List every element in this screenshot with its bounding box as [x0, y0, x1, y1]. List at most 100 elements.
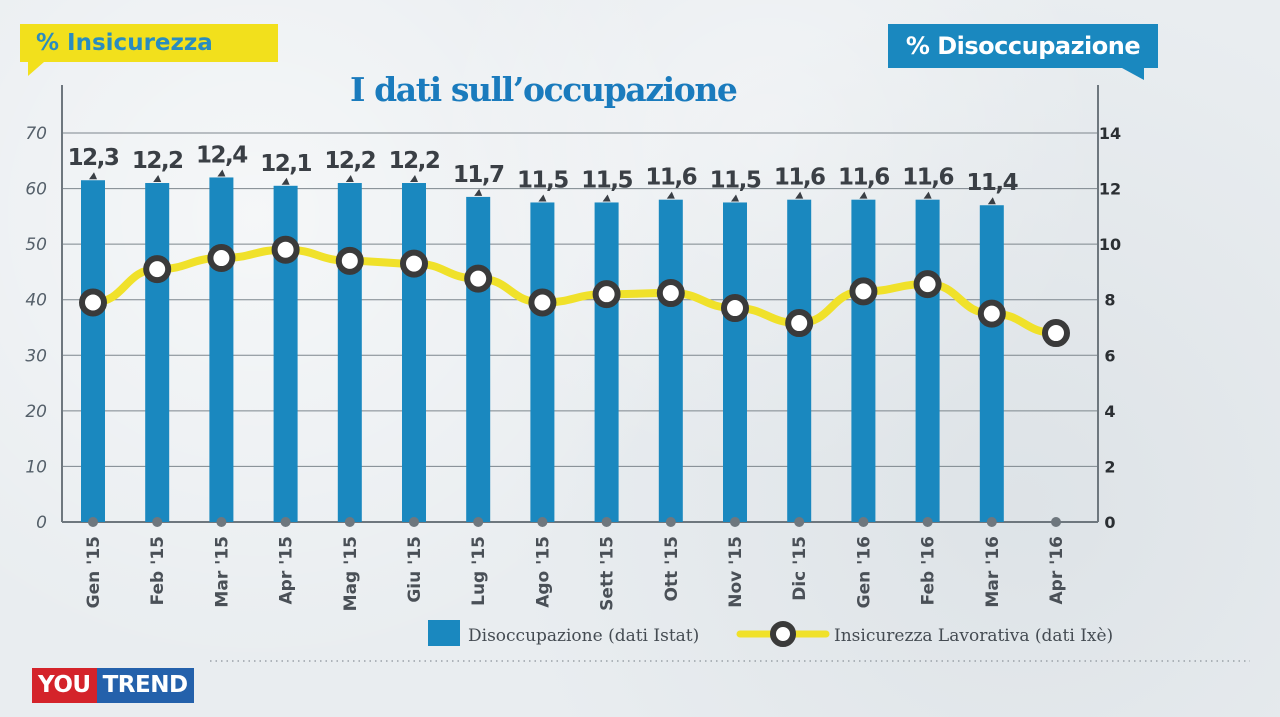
line-point-marker [271, 235, 300, 264]
line-point-marker [721, 294, 749, 323]
value-label-pointer [795, 191, 804, 199]
value-label-pointer [345, 175, 354, 183]
x-axis-tick-dot [280, 517, 291, 527]
line-point-marker [464, 264, 493, 293]
left-axis-tick-label: 50 [25, 235, 47, 255]
value-label-pointer [923, 191, 932, 199]
bar [787, 199, 812, 522]
category-label: Mar '16 [983, 536, 1003, 608]
category-label: Mag '15 [341, 536, 361, 611]
bar-series-disoccupazione [81, 177, 1004, 523]
category-label: Lug '15 [469, 536, 489, 606]
category-label: Sett '15 [598, 536, 618, 611]
value-label-pointer [153, 175, 162, 183]
bar [979, 205, 1004, 522]
right-axis-tick-label: 0 [1104, 513, 1115, 532]
line-point-marker [400, 249, 428, 278]
line-point-marker [849, 277, 878, 306]
x-axis-tick-dot [922, 517, 933, 527]
x-axis-tick-dot [344, 517, 355, 527]
bar [337, 183, 362, 522]
bar [723, 202, 747, 522]
bar [851, 199, 876, 522]
line-point-marker [528, 288, 557, 317]
bar-value-label: 11,5 [581, 167, 632, 193]
bar-value-label: 12,3 [68, 145, 119, 171]
left-axis-tick-label: 30 [25, 346, 47, 366]
legend-swatch-marker [770, 621, 796, 647]
value-label-pointer [666, 191, 675, 199]
insicurezza-line [89, 245, 1060, 338]
line-point-marker [592, 280, 621, 309]
right-axis-tick-label: 14 [1099, 124, 1121, 143]
chart-title: I dati sull’occupazione [350, 70, 738, 109]
value-label-pointer [474, 188, 483, 196]
value-label-pointer [602, 194, 611, 202]
category-label: Gen '15 [84, 536, 104, 608]
x-axis-labels: Gen '15 Feb '15 Mar '15 Apr '15 Mag '15 Giu '… [84, 517, 1067, 611]
right-axis-tick-label: 12 [1099, 180, 1121, 199]
x-axis-tick-dot [1051, 517, 1061, 527]
bar-value-label: 12,2 [132, 148, 183, 174]
line-point-marker [656, 279, 685, 308]
right-axis-tick-label: 10 [1099, 235, 1121, 254]
category-label: Ago '15 [533, 536, 553, 608]
bar-value-label: 11,5 [710, 167, 761, 193]
bar-value-label: 12,4 [196, 142, 247, 168]
x-axis-tick-dot [730, 517, 740, 527]
value-label-pointer [281, 177, 290, 185]
right-axis-tick-label: 4 [1104, 402, 1115, 421]
left-axis-tick-label: 10 [25, 457, 47, 477]
legend: Disoccupazione (dati Istat) Insicurezza L… [210, 620, 1250, 662]
category-label: Mar '15 [212, 536, 232, 608]
left-axis-tick-label: 0 [36, 513, 47, 533]
left-axis-tick-label: 60 [25, 180, 47, 200]
category-label: Gen '16 [854, 536, 874, 608]
line-series-insicurezza [79, 235, 1070, 348]
left-axis-tick-label: 70 [25, 124, 47, 144]
bar-value-label: 11,4 [966, 170, 1017, 196]
line-point-marker [143, 255, 172, 284]
legend-swatch-bar [428, 620, 460, 646]
bar-value-label: 11,6 [645, 165, 696, 191]
value-label-pointer [859, 191, 868, 199]
logo-you: YOU [32, 668, 97, 703]
bar-value-label: 11,6 [774, 165, 825, 191]
line-point-marker [79, 288, 107, 317]
value-labels: 12,3 12,2 12,4 12,1 12,2 12,2 11,7 11,5 11,5 11,6… [68, 142, 1019, 205]
x-axis-tick-dot [665, 517, 676, 527]
bar [466, 196, 491, 522]
value-label-pointer [217, 169, 226, 177]
logo-trend: TREND [96, 668, 194, 703]
bar [658, 199, 683, 522]
category-label: Dic '15 [790, 536, 810, 601]
value-label-pointer [731, 194, 739, 202]
legend-label-disoccupazione: Disoccupazione (dati Istat) [468, 626, 699, 646]
x-axis-tick-dot [986, 517, 997, 527]
legend-label-insicurezza: Insicurezza Lavorativa (dati Ixè) [834, 626, 1113, 646]
left-axis-tick-label: 20 [25, 402, 47, 422]
line-point-marker [913, 270, 942, 299]
bar [145, 183, 170, 522]
bar [209, 177, 234, 522]
bar-value-label: 11,6 [838, 165, 889, 191]
insicurezza-axis-badge: % Insicurezza [20, 24, 278, 76]
value-label-pointer [987, 197, 996, 205]
axes: 0 10 20 30 40 50 60 70 0 2 4 6 8 10 12 14 [25, 85, 1121, 533]
left-axis-tick-label: 40 [25, 291, 47, 311]
category-label: Feb '16 [919, 536, 939, 605]
line-point-marker [207, 244, 236, 273]
value-label-pointer [89, 172, 97, 180]
right-axis-tick-label: 2 [1104, 457, 1115, 476]
bar-value-label: 12,1 [260, 151, 311, 177]
line-point-marker [977, 299, 1006, 328]
x-axis-tick-dot [409, 517, 419, 527]
x-axis-tick-dot [858, 517, 869, 527]
x-axis-tick-dot [216, 517, 227, 527]
bar [530, 202, 555, 522]
x-axis-tick-dot [473, 517, 484, 527]
category-label: Feb '15 [148, 536, 168, 605]
line-point-marker [335, 246, 364, 275]
value-label-pointer [410, 175, 418, 183]
